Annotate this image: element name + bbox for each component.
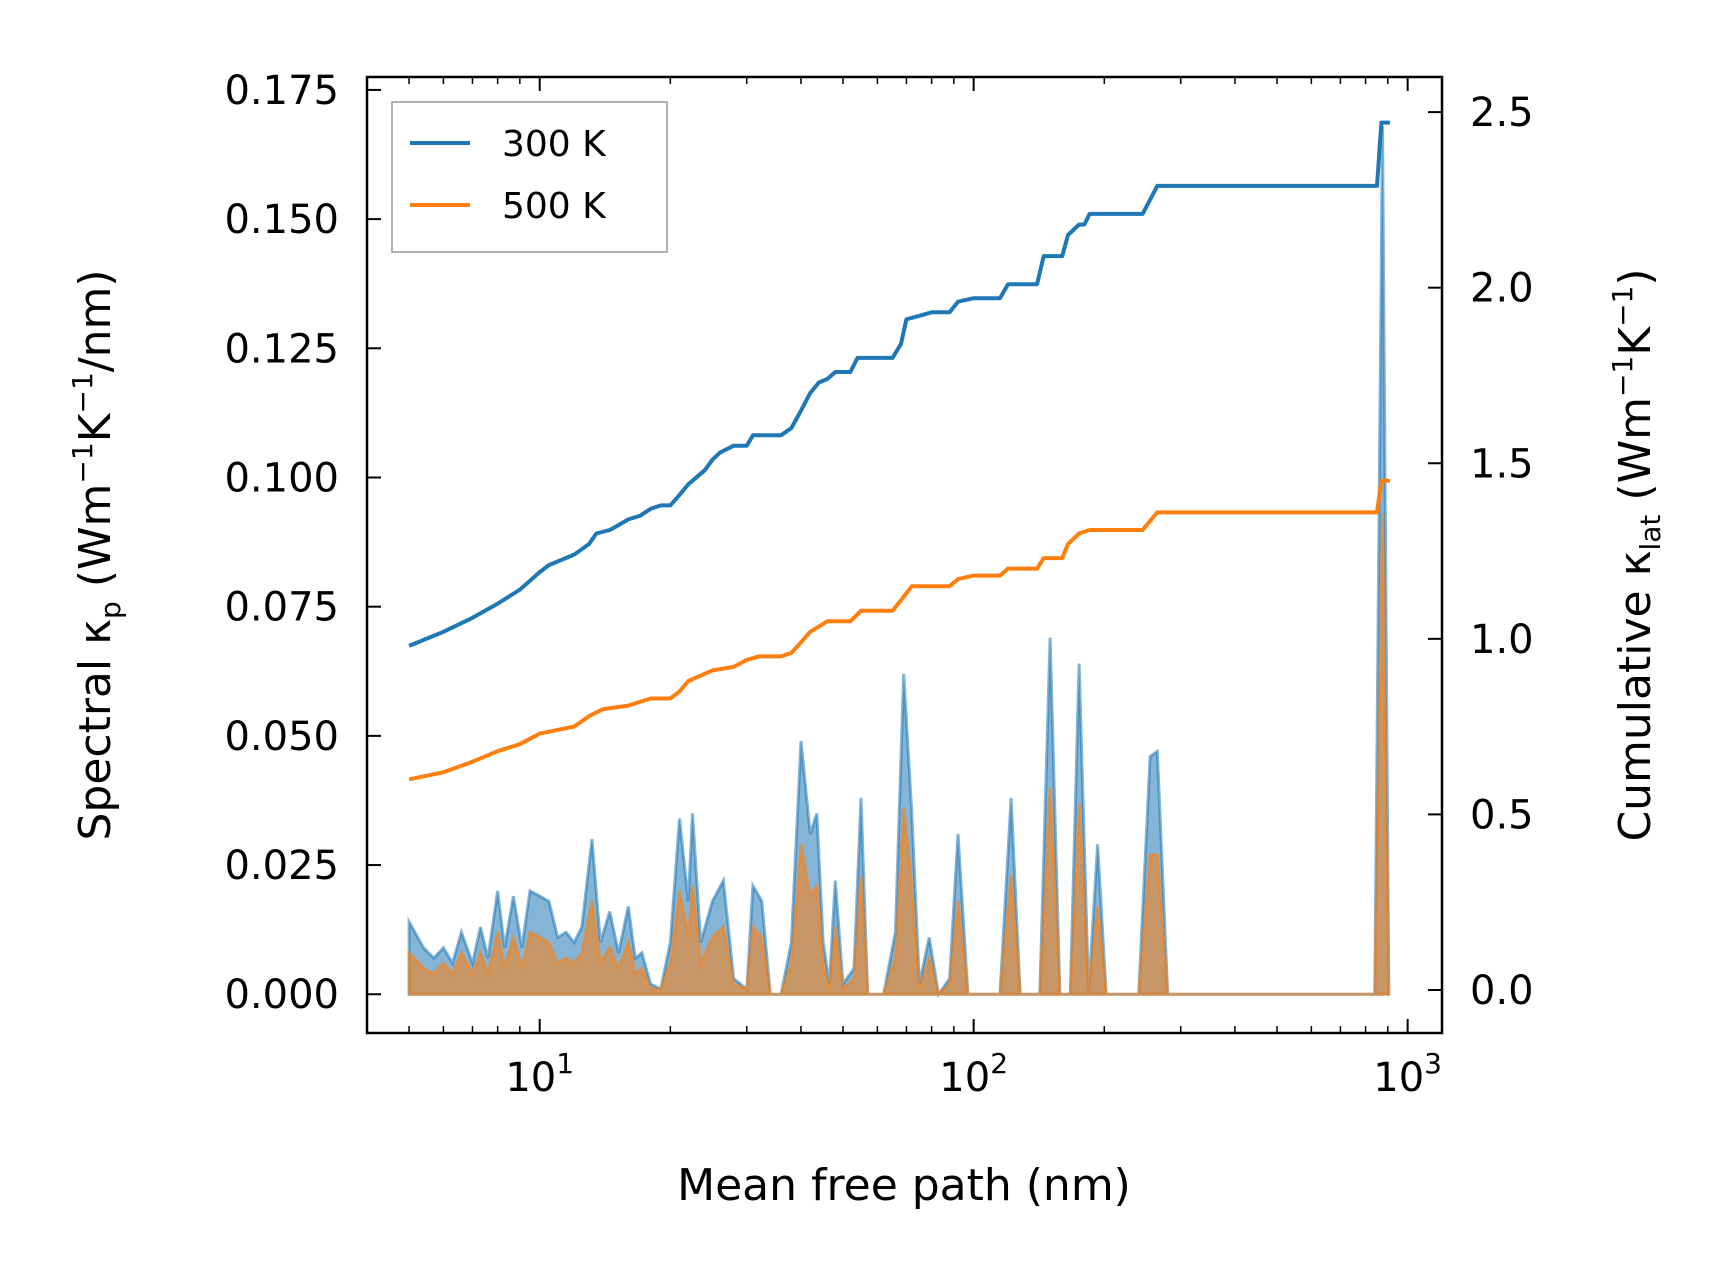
y-left-tick-label: 0.050 [224, 714, 339, 760]
y-left-tick-label: 0.000 [224, 972, 339, 1018]
plot-frame [365, 75, 1444, 1035]
y-axis-left-label: Spectral κp (Wm−1K−1/nm) [66, 269, 127, 840]
y-right-tick-label: 1.5 [1470, 441, 1534, 487]
y-left-tick-label: 0.175 [224, 68, 339, 114]
spectral-fill-layer [407, 126, 1391, 999]
y-right-tick-label: 0.0 [1470, 968, 1534, 1014]
cumulative-line-300k [408, 120, 1390, 648]
x-axis-label: Mean free path (nm) [677, 1160, 1131, 1211]
legend-box [391, 101, 668, 253]
y-right-tick-label: 1.0 [1470, 617, 1534, 663]
y-left-tick-label: 0.100 [224, 455, 339, 501]
y-right-tick-label: 2.5 [1470, 90, 1534, 136]
spectral-area-500k [407, 513, 1391, 998]
tick-layer [366, 77, 1442, 1033]
y-left-tick-label: 0.025 [224, 843, 339, 889]
y-left-tick-label: 0.125 [224, 326, 339, 372]
x-tick-label: 102 [939, 1047, 1008, 1101]
legend-label-500k: 500 K [502, 186, 607, 227]
y-right-tick-label: 0.5 [1470, 792, 1534, 838]
legend: 300 K 500 K [391, 101, 668, 253]
cumulative-line-500k [408, 478, 1390, 782]
line-layer [408, 120, 1390, 782]
tick-label-layer: 101 102 103 0.000 0.025 0.050 0.075 0.100 0.125 0… [224, 68, 1533, 1101]
y-left-tick-label: 0.150 [224, 197, 339, 243]
y-axis-right-label: Cumulative κlat (Wm−1K−1) [1606, 268, 1667, 841]
y-left-tick-label: 0.075 [224, 585, 339, 631]
x-tick-label: 103 [1373, 1047, 1442, 1101]
y-right-tick-label: 2.0 [1470, 266, 1534, 312]
x-tick-label: 101 [505, 1047, 574, 1101]
legend-label-300k: 300 K [502, 124, 607, 165]
